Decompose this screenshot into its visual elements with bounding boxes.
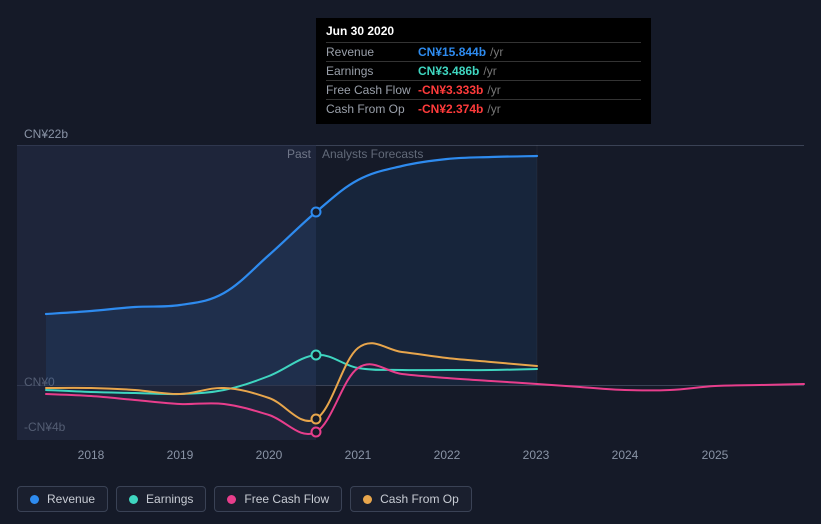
x-tick: 2019	[167, 448, 194, 462]
tooltip-row-value: CN¥3.486b	[418, 64, 479, 78]
x-tick: 2024	[612, 448, 639, 462]
marker-fcf	[312, 428, 321, 437]
legend-swatch	[30, 495, 39, 504]
tooltip-row-label: Free Cash Flow	[326, 83, 418, 97]
chart-container: CN¥22b CN¥0 -CN¥4b Past Analysts Forecas…	[0, 0, 821, 524]
tooltip-row-unit: /yr	[487, 102, 500, 116]
marker-cfo	[312, 415, 321, 424]
tooltip-row-label: Revenue	[326, 45, 418, 59]
legend-item-revenue[interactable]: Revenue	[17, 486, 108, 512]
x-tick: 2025	[702, 448, 729, 462]
legend-swatch	[363, 495, 372, 504]
tooltip-row: Free Cash Flow-CN¥3.333b/yr	[326, 80, 641, 99]
marker-revenue	[312, 208, 321, 217]
tooltip-row-unit: /yr	[490, 45, 503, 59]
legend-item-earnings[interactable]: Earnings	[116, 486, 206, 512]
tooltip-row-value: -CN¥3.333b	[418, 83, 483, 97]
legend-label: Earnings	[146, 492, 193, 506]
legend-label: Free Cash Flow	[244, 492, 329, 506]
tooltip-row-value: -CN¥2.374b	[418, 102, 483, 116]
tooltip-row-label: Earnings	[326, 64, 418, 78]
x-tick: 2021	[345, 448, 372, 462]
legend-item-cfo[interactable]: Cash From Op	[350, 486, 472, 512]
x-tick: 2020	[256, 448, 283, 462]
tooltip-row: EarningsCN¥3.486b/yr	[326, 61, 641, 80]
tooltip-row: RevenueCN¥15.844b/yr	[326, 42, 641, 61]
x-tick: 2022	[434, 448, 461, 462]
chart-legend: Revenue Earnings Free Cash Flow Cash From O…	[17, 486, 472, 512]
hover-tooltip: Jun 30 2020 RevenueCN¥15.844b/yrEarnings…	[316, 18, 651, 124]
legend-label: Cash From Op	[380, 492, 459, 506]
marker-earnings	[312, 351, 321, 360]
tooltip-row-unit: /yr	[487, 83, 500, 97]
tooltip-date: Jun 30 2020	[326, 24, 641, 42]
legend-item-fcf[interactable]: Free Cash Flow	[214, 486, 342, 512]
tooltip-row: Cash From Op-CN¥2.374b/yr	[326, 99, 641, 118]
tooltip-row-unit: /yr	[483, 64, 496, 78]
legend-label: Revenue	[47, 492, 95, 506]
x-tick: 2023	[523, 448, 550, 462]
legend-swatch	[227, 495, 236, 504]
x-tick: 2018	[78, 448, 105, 462]
legend-swatch	[129, 495, 138, 504]
tooltip-row-label: Cash From Op	[326, 102, 418, 116]
tooltip-row-value: CN¥15.844b	[418, 45, 486, 59]
